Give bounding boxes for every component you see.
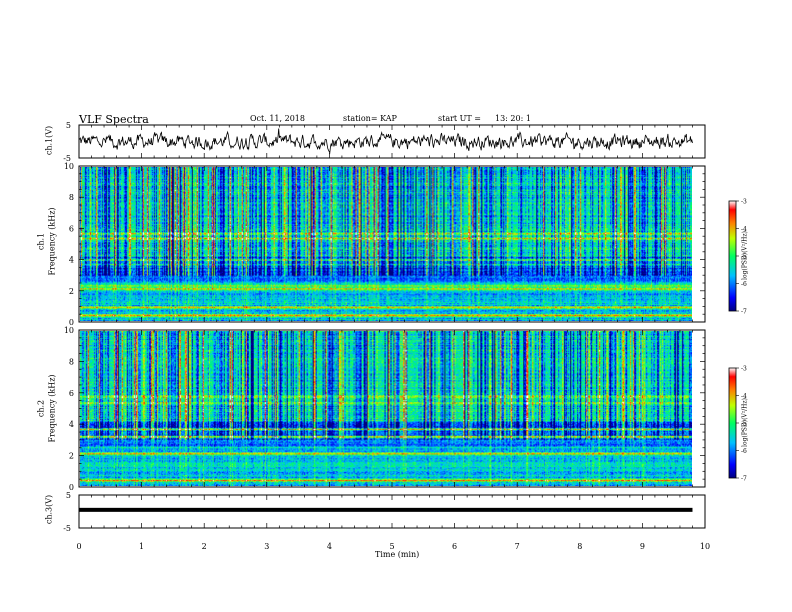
ch3-waveform-panel [78,494,706,529]
y-tick-label: 6 [69,224,74,233]
spectrogram-raster [80,167,692,321]
y-tick-label: 0 [69,318,74,327]
y-tick-label: 0 [69,483,74,492]
colorbar-tick-label: -3 [741,199,747,206]
ch2-freq-label: Frequency (kHz) [47,374,57,443]
axis-ticks [78,124,739,529]
x-axis-label: Time (min) [375,550,420,559]
colorbar-tick-label: -3 [741,366,747,373]
chart-station: station= KAP [343,114,397,123]
chart-start-time: start UT = 13: 20: 1 [438,114,531,123]
x-tick-label: 8 [577,542,582,551]
colorbar-tick-label: -5 [741,254,747,261]
chart-date: Oct. 11, 2018 [250,114,305,123]
x-tick-label: 0 [76,542,81,551]
x-tick-label: 3 [264,542,269,551]
x-tick-label: 10 [700,542,710,551]
ch1-freq-label: Frequency (kHz) [47,207,57,276]
colorbar-2-title: log(PSD)(V²/Hz) [741,398,749,447]
y-tick-label: 2 [69,452,74,461]
ch3-waveform-line [79,507,693,512]
ch1-spectrogram-image [80,167,692,321]
colorbar-tick-label: -4 [741,226,747,233]
y-tick-label: 2 [69,287,74,296]
ch1-waveform-line [78,128,693,155]
ch1-spectrogram-panel [78,165,706,323]
colorbar-tick-label: -5 [741,421,747,428]
y-tick-label: 10 [64,162,74,171]
start-label: start UT = [438,114,481,123]
colorbar-tick-label: -6 [741,281,747,288]
x-tick-label: 4 [327,542,332,551]
ch3-ylabel: ch.3(V) [44,494,54,525]
ch2-spec-ylabel: ch.2 [36,399,46,418]
y-tick-label: 8 [69,357,74,366]
x-tick-label: 9 [640,542,645,551]
ch1-spec-ylabel: ch.1 [36,232,46,251]
y-tick-label: 4 [69,420,74,429]
colorbar-2 [728,367,737,479]
colorbar-tick-label: -4 [741,393,747,400]
y-tick-label: 6 [69,389,74,398]
spectrogram-raster [80,331,692,486]
x-tick-label: 2 [202,542,207,551]
y-tick-label: 5 [66,121,71,130]
ch2-spectrogram-panel [78,329,706,488]
y-tick-label: 10 [64,326,74,335]
y-tick-label: 8 [69,193,74,202]
ch1-waveform-panel [78,124,706,159]
ch1-ylabel: ch.1(V) [44,125,54,156]
y-tick-label: 4 [69,256,74,265]
x-tick-label: 1 [139,542,144,551]
colorbar-tick-label: -6 [741,448,747,455]
x-tick-label: 7 [515,542,520,551]
x-tick-label: 5 [389,542,394,551]
colorbar-1-title: log(PSD)(V²/Hz) [741,231,749,280]
chart-title: VLF Spectra [79,113,149,126]
y-tick-label: -5 [63,154,71,163]
colorbar-tick-label: -7 [741,309,747,316]
y-tick-label: 5 [66,491,71,500]
colorbar-tick-label: -7 [741,476,747,483]
ch2-spectrogram-image [80,331,692,486]
colorbar-1 [728,200,737,312]
x-tick-label: 6 [452,542,457,551]
y-tick-label: -5 [63,524,71,533]
start-time-value: 13: 20: 1 [495,114,531,123]
